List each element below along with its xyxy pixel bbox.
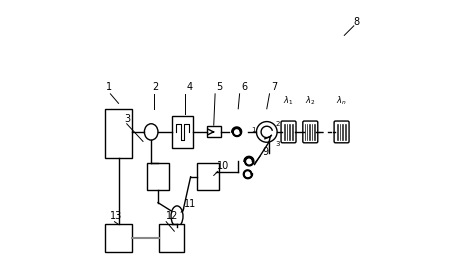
Circle shape [256,122,277,142]
Text: 1: 1 [106,82,113,92]
Ellipse shape [145,124,158,140]
Bar [147,163,169,190]
FancyBboxPatch shape [303,121,318,143]
Bar [105,109,132,158]
Text: $\lambda_n$: $\lambda_n$ [336,95,347,107]
Text: 11: 11 [184,199,196,209]
Text: 10: 10 [217,161,229,171]
Bar [105,224,132,252]
Bar [197,163,219,190]
FancyBboxPatch shape [334,121,349,143]
Text: $\lambda_1$: $\lambda_1$ [284,95,294,107]
Text: 2: 2 [153,82,159,92]
Bar [171,116,193,148]
Text: $\lambda_2$: $\lambda_2$ [305,95,316,107]
Text: 5: 5 [217,82,223,92]
Text: 2: 2 [276,121,280,127]
Text: 3: 3 [124,115,130,124]
FancyBboxPatch shape [281,121,296,143]
Ellipse shape [171,206,183,227]
Text: 12: 12 [166,211,179,221]
Bar [207,126,220,137]
Text: 9: 9 [263,147,269,157]
Bar [159,224,184,252]
Text: 8: 8 [353,17,359,27]
Text: 6: 6 [241,82,247,92]
Text: 3: 3 [276,141,280,147]
Text: 1: 1 [251,127,256,133]
Text: 4: 4 [187,82,193,92]
Text: 13: 13 [110,211,122,221]
Text: 7: 7 [271,82,277,92]
